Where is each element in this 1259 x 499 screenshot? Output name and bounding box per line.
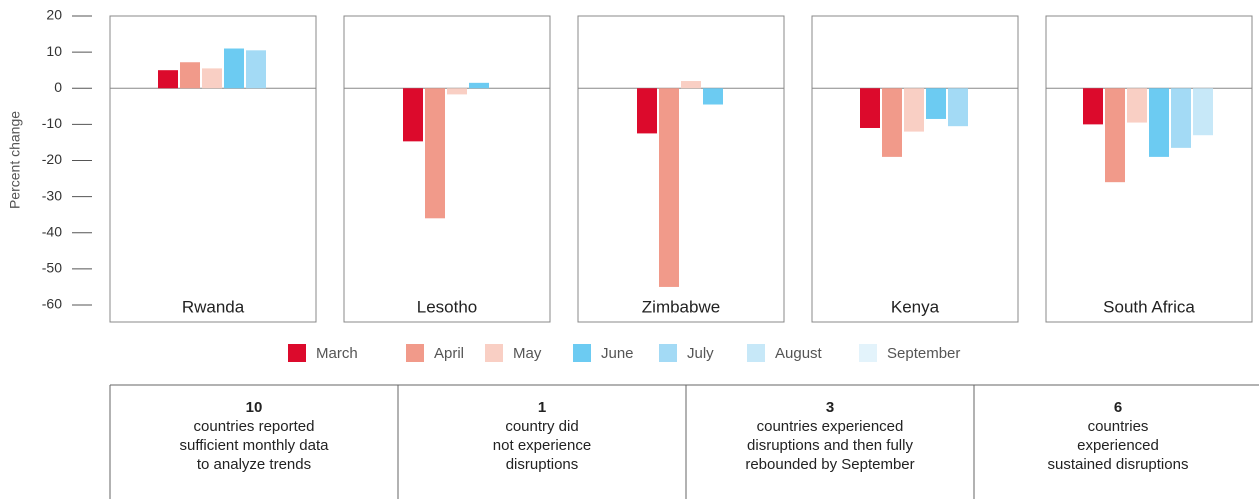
summary-text: to analyze trends	[197, 456, 311, 473]
legend-swatch	[859, 344, 877, 362]
summary-text: countries	[1088, 418, 1149, 435]
bar	[1193, 88, 1213, 136]
summary-text: countries experienced	[757, 418, 904, 435]
panel	[1045, 15, 1253, 323]
summary-text: sufficient monthly data	[180, 437, 330, 454]
panel	[577, 15, 785, 323]
legend-label: March	[316, 345, 358, 362]
legend-label: June	[601, 345, 634, 362]
summary-text: rebounded by September	[745, 456, 914, 473]
legend-label: September	[887, 345, 960, 362]
summary-number: 3	[826, 399, 834, 416]
bar	[403, 88, 423, 142]
bar	[469, 82, 489, 89]
summary-text: not experience	[493, 437, 591, 454]
bar	[860, 88, 880, 128]
bar	[659, 88, 679, 287]
legend-label: May	[513, 345, 542, 362]
bar	[882, 88, 902, 157]
bar	[1083, 88, 1103, 125]
legend-label: April	[434, 345, 464, 362]
panel	[109, 15, 317, 323]
bar	[1127, 88, 1147, 123]
x-tick-label: Zimbabwe	[642, 297, 720, 316]
bar	[224, 48, 244, 89]
legend-swatch	[747, 344, 765, 362]
y-tick-label: 10	[46, 43, 62, 59]
summary-text: experienced	[1077, 437, 1159, 454]
y-tick-label: -30	[42, 187, 62, 203]
y-tick-label: -50	[42, 260, 62, 276]
legend-label: August	[775, 345, 823, 362]
x-tick-label: Lesotho	[417, 297, 478, 316]
bar	[180, 62, 200, 89]
bar	[637, 88, 657, 134]
summary-text: disruptions	[506, 456, 579, 473]
summary-number: 6	[1114, 399, 1122, 416]
x-tick-label: Kenya	[891, 297, 940, 316]
legend-label: July	[687, 345, 714, 362]
bar	[447, 88, 467, 95]
legend-swatch	[485, 344, 503, 362]
bar	[1149, 88, 1169, 157]
legend-swatch	[659, 344, 677, 362]
y-tick-label: 0	[54, 79, 62, 95]
summary-text: disruptions and then fully	[747, 437, 913, 454]
y-tick-label: 20	[46, 7, 62, 23]
summary-text: country did	[505, 418, 578, 435]
bar	[904, 88, 924, 132]
y-axis-label: Percent change	[7, 111, 23, 209]
x-tick-label: Rwanda	[182, 297, 245, 316]
y-tick-label: -20	[42, 151, 62, 167]
y-tick-label: -40	[42, 223, 62, 239]
bar	[425, 88, 445, 219]
bar	[1105, 88, 1125, 183]
bar	[246, 50, 266, 89]
summary-number: 1	[538, 399, 546, 416]
bar	[158, 70, 178, 89]
bar	[948, 88, 968, 127]
legend-swatch	[288, 344, 306, 362]
legend-swatch	[406, 344, 424, 362]
summary-number: 10	[246, 399, 263, 416]
x-tick-label: South Africa	[1103, 297, 1195, 316]
summary-text: sustained disruptions	[1048, 456, 1189, 473]
bar	[1171, 88, 1191, 148]
y-tick-label: -60	[42, 296, 62, 312]
y-tick-label: -10	[42, 115, 62, 131]
bar	[681, 81, 701, 89]
legend-swatch	[573, 344, 591, 362]
bar	[703, 88, 723, 105]
summary-text: countries reported	[194, 418, 315, 435]
bar	[202, 68, 222, 89]
bar	[926, 88, 946, 119]
panel	[811, 15, 1019, 323]
panel	[343, 15, 551, 323]
